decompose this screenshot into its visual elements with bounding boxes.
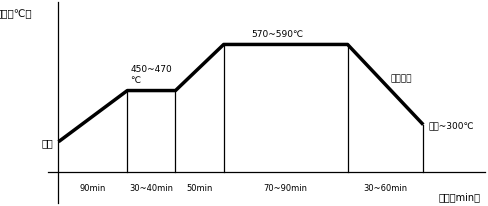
Text: 温度（℃）: 温度（℃） <box>0 9 32 19</box>
Text: 30~60min: 30~60min <box>364 183 407 192</box>
Text: 时间（min）: 时间（min） <box>439 191 481 201</box>
Text: 570~590℃: 570~590℃ <box>251 29 304 39</box>
Text: 50min: 50min <box>186 183 213 192</box>
Text: 随炉冷却: 随炉冷却 <box>391 74 412 83</box>
Text: 室温~300℃: 室温~300℃ <box>429 121 474 130</box>
Text: 450~470
℃: 450~470 ℃ <box>130 65 172 84</box>
Text: 室温: 室温 <box>41 137 53 147</box>
Text: 70~90min: 70~90min <box>264 183 307 192</box>
Text: 90min: 90min <box>80 183 106 192</box>
Text: 30~40min: 30~40min <box>129 183 173 192</box>
